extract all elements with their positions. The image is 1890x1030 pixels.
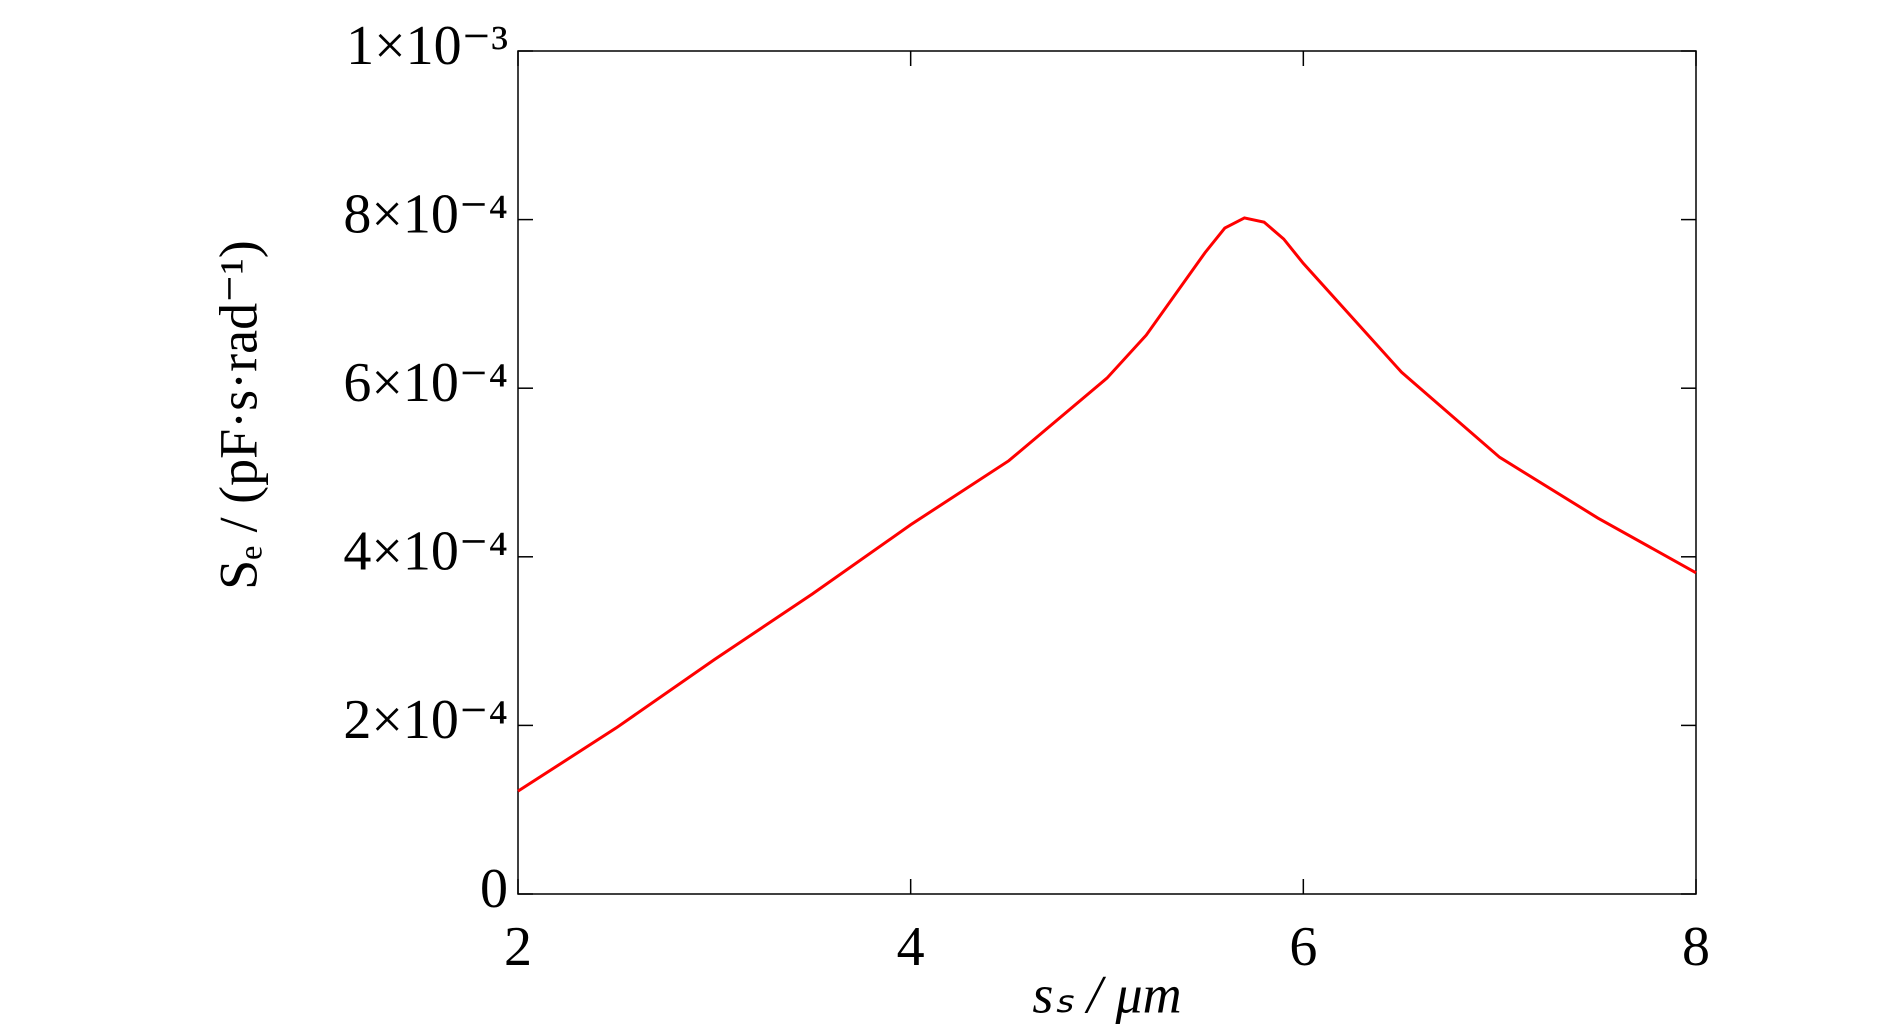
x-axis-label: sₛ / μm xyxy=(1032,964,1181,1024)
y-tick-label: 8×10⁻⁴ xyxy=(343,183,508,245)
data-line xyxy=(517,216,1697,793)
y-axis-label: Sₑ / (pF·s·rad⁻¹) xyxy=(208,240,268,590)
y-tick-label: 2×10⁻⁴ xyxy=(343,689,508,751)
x-tick-label: 6 xyxy=(1289,916,1317,978)
y-tick-label: 6×10⁻⁴ xyxy=(343,352,508,414)
plot-frame xyxy=(517,50,1697,895)
y-tick-label: 1×10⁻³ xyxy=(346,15,508,77)
y-tick-label: 0 xyxy=(480,858,508,920)
x-tick-label: 2 xyxy=(504,916,532,978)
x-tick-label: 8 xyxy=(1682,916,1710,978)
y-tick-label: 4×10⁻⁴ xyxy=(343,521,508,583)
x-tick-label: 4 xyxy=(897,916,925,978)
